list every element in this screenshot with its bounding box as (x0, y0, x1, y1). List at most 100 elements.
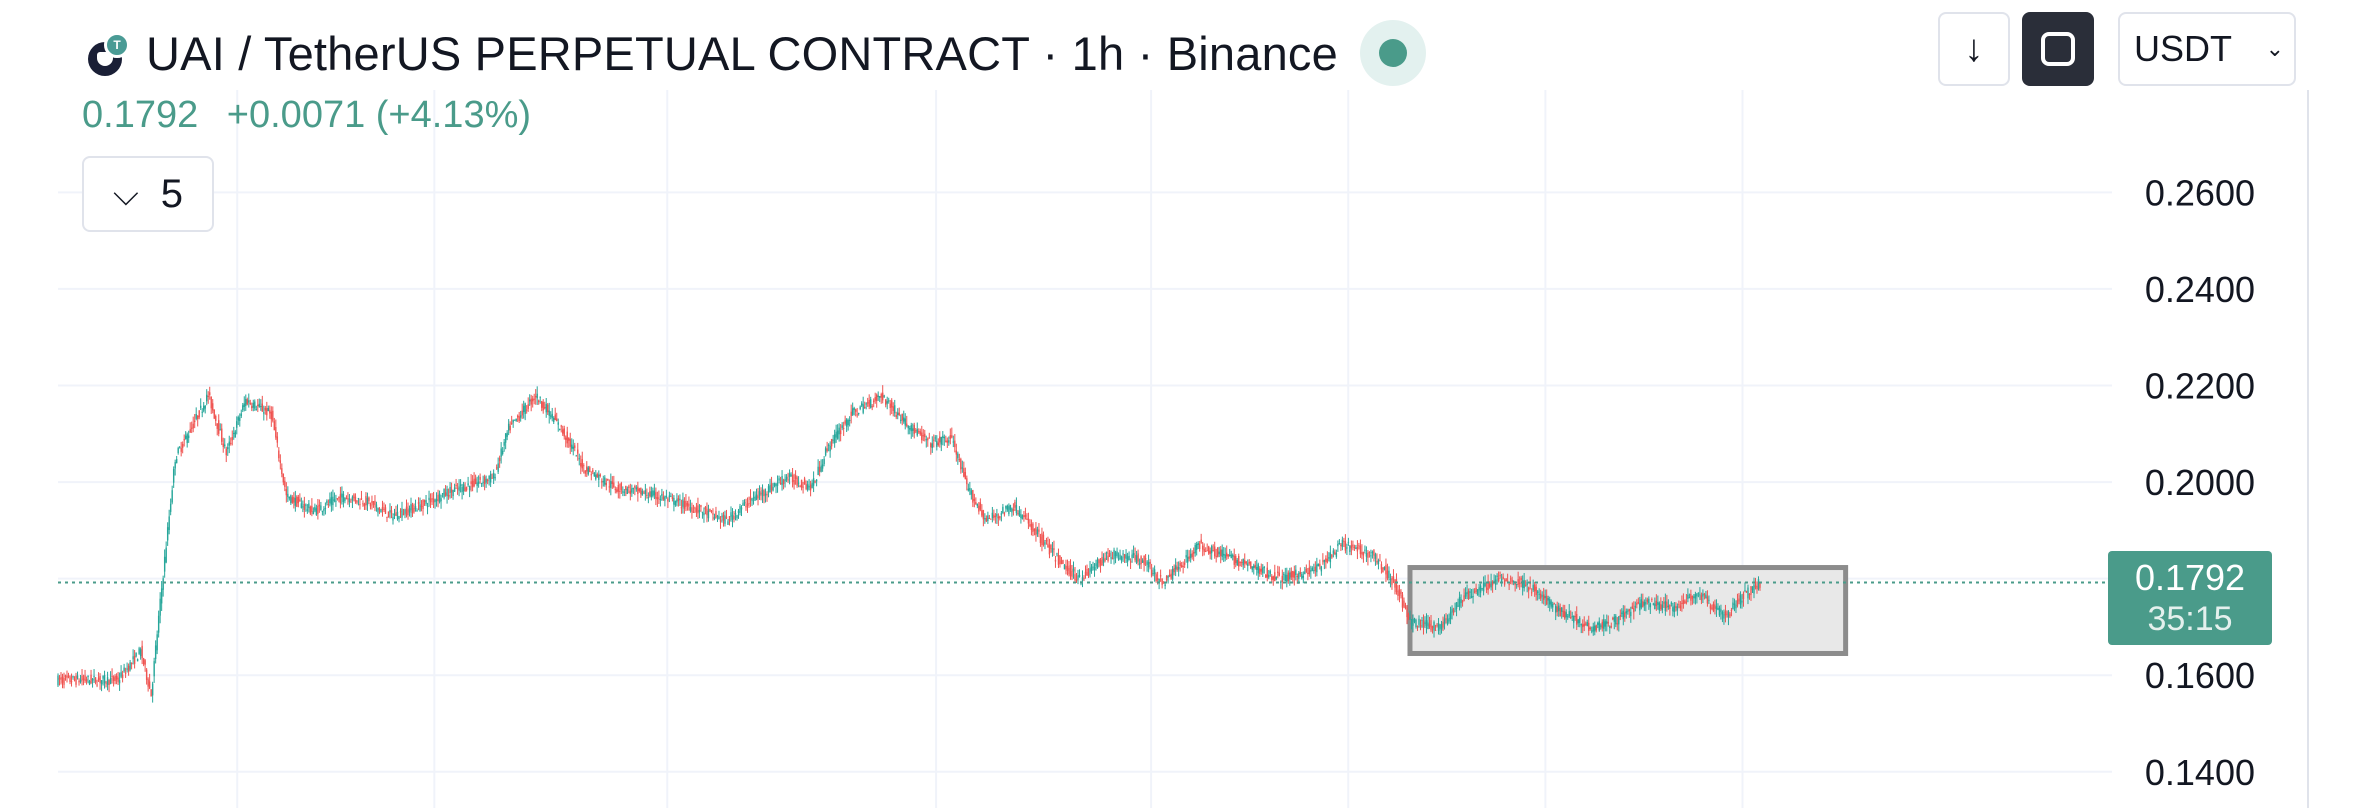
candle-body (225, 448, 227, 456)
candle-body (1736, 600, 1739, 606)
candle-body (132, 656, 134, 660)
candle-body (420, 506, 423, 508)
candle-body (1305, 568, 1308, 572)
candle-body (236, 421, 238, 428)
fullscreen-button[interactable] (2022, 12, 2094, 86)
candle-body (566, 431, 568, 444)
candle-body (740, 507, 743, 510)
candle-body (691, 507, 693, 512)
currency-select[interactable]: USDT ⌄ (2118, 12, 2296, 86)
candle-body (470, 481, 472, 485)
candle-body (1705, 594, 1707, 599)
candle-body (958, 459, 961, 461)
candle-body (1213, 546, 1216, 557)
candle-body (945, 440, 947, 442)
candle-body (655, 492, 657, 499)
candle-body (1488, 583, 1491, 587)
candle-body (130, 662, 133, 664)
candle-body (650, 491, 653, 498)
price-tick-label: 0.1600 (2145, 655, 2255, 696)
candle-body (1008, 506, 1010, 515)
candle-body (1604, 621, 1606, 627)
candle-body (1469, 591, 1471, 593)
candle-body (939, 436, 941, 443)
candle-body (1744, 590, 1746, 592)
candle-body (778, 478, 780, 481)
candle-body (1392, 576, 1395, 580)
candle-body (1398, 589, 1401, 596)
candle-body (503, 441, 505, 446)
candle-body (69, 676, 71, 682)
candle-body (1331, 554, 1333, 558)
candle-body (742, 503, 744, 506)
candle-body (387, 511, 390, 518)
candle-body (1230, 554, 1232, 558)
candle-body (988, 518, 991, 520)
candle-body (632, 488, 635, 490)
candle-body (1206, 550, 1208, 552)
candle-body (194, 420, 196, 423)
candle-body (174, 462, 176, 469)
candle-body (290, 495, 292, 504)
logo-icon: T (82, 28, 132, 78)
candle-body (1171, 568, 1174, 580)
candle-body (449, 486, 451, 494)
candle-body (727, 521, 729, 525)
candle-body (1460, 599, 1462, 604)
candle-body (1017, 513, 1019, 515)
candle-body (240, 413, 242, 417)
candle-body (799, 485, 801, 487)
candle-body (467, 483, 469, 486)
candle-body (67, 675, 70, 677)
candle-body (314, 506, 316, 511)
candle-body (586, 466, 588, 472)
candle-body (458, 486, 460, 491)
candle-body (1571, 616, 1573, 618)
candle-body (172, 468, 175, 483)
candle-body (1616, 623, 1618, 625)
candle-body (1244, 560, 1246, 564)
candle-body (820, 465, 822, 472)
candle-body (1473, 591, 1476, 593)
candle-body (99, 675, 101, 683)
caret-down-icon: ⌄ (2265, 36, 2284, 61)
candle-body (1524, 584, 1527, 586)
candle-body (539, 396, 541, 398)
candle-body (593, 472, 595, 477)
candle-body (1207, 546, 1210, 554)
symbol-title[interactable]: UAI / TetherUS PERPETUAL CONTRACT · 1h ·… (146, 26, 1338, 80)
candle-body (121, 674, 124, 679)
candle-body (686, 503, 689, 506)
candle-body (1715, 606, 1718, 610)
candle-body (814, 481, 816, 483)
candle-body (1053, 548, 1055, 550)
download-button[interactable]: ↓ (1938, 12, 2010, 86)
candle-body (1379, 560, 1381, 562)
candle-body (891, 400, 893, 408)
candle-body (1320, 566, 1323, 572)
candle-body (525, 409, 528, 411)
candle-body (700, 505, 702, 508)
candle-body (1340, 544, 1342, 547)
candle-body (408, 508, 411, 513)
candle-body (1732, 602, 1734, 610)
indicators-toggle-button[interactable]: ⌵ 5 (82, 156, 214, 232)
symbol-header: T UAI / TetherUS PERPETUAL CONTRACT · 1h… (82, 18, 1426, 88)
candle-body (999, 516, 1001, 519)
candle-body (949, 435, 952, 439)
candle-body (1697, 592, 1700, 594)
candle-body (300, 503, 303, 508)
market-status[interactable] (1359, 20, 1426, 86)
candle-body (1201, 545, 1204, 550)
candle-body (1081, 577, 1084, 581)
candle-body (416, 510, 418, 512)
candle-body (483, 476, 486, 485)
candle-body (360, 498, 363, 500)
candle-body (643, 492, 645, 494)
candle-body (930, 443, 932, 448)
candle-body (767, 486, 770, 493)
candle-body (1730, 609, 1733, 612)
candle-body (554, 414, 556, 421)
